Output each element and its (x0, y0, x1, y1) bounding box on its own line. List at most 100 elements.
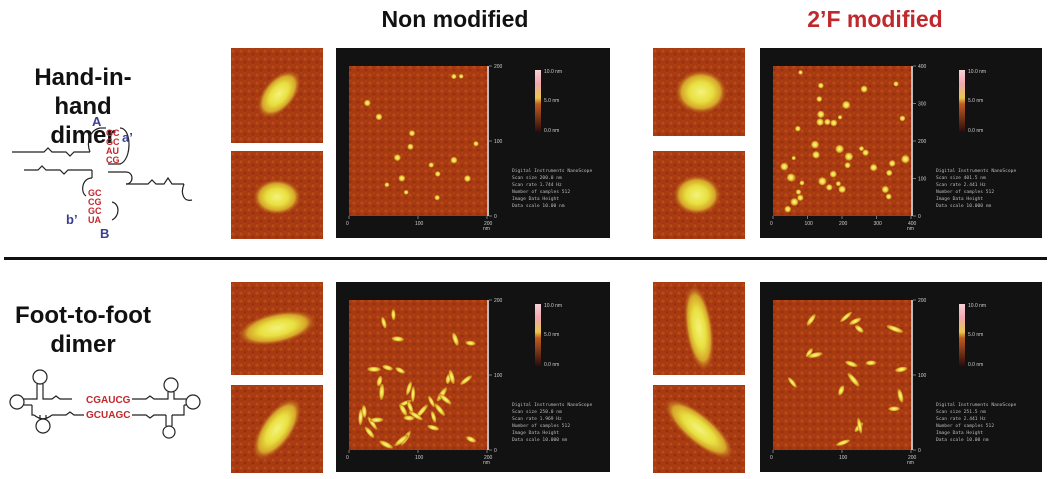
afm-particle (427, 424, 440, 431)
height-scale-bar (535, 304, 541, 366)
afm-particle (826, 184, 833, 191)
scale-bottom-label: 0.0 nm (544, 128, 559, 134)
scan-info-line: Scan size 200.0 nm (512, 175, 562, 181)
axis-unit-label: nm (907, 460, 914, 466)
afm-particle (857, 417, 863, 434)
afm-particle (818, 177, 827, 186)
height-scale-bar (959, 304, 965, 366)
afm-particle (358, 409, 363, 426)
afm-particle (398, 175, 406, 182)
afm-particle (860, 85, 868, 93)
column-header-non-modified: Non modified (381, 6, 529, 32)
afm-particle (409, 130, 415, 137)
scale-top-label: 10.0 nm (544, 69, 562, 75)
x-tick-label: 200 (839, 221, 848, 227)
height-scale-bar (959, 70, 965, 132)
afm-particle (786, 173, 795, 182)
afm-scan-hand-non-modified: 200 100 0 0 100 200 nm 10.0 nm 5.0 nm 0.0 nm… (336, 48, 610, 238)
afm-particle (797, 194, 804, 201)
afm-particle (886, 169, 893, 176)
row-label-foot-to-foot: Foot-to-foot dimer (6, 301, 160, 359)
afm-particle (384, 182, 390, 188)
afm-particle (886, 325, 904, 333)
afm-particles (787, 311, 908, 446)
afm-particle (835, 181, 841, 187)
afm-particle (835, 144, 844, 154)
rna-label-b-prime: b’ (66, 212, 78, 227)
scan-info-line: Data scale 10.00 nm (512, 203, 565, 209)
x-tick-label: 300 (874, 221, 883, 227)
afm-particle (403, 415, 415, 421)
afm-zoom-foot-nm-1 (231, 282, 323, 375)
scan-info-line: Image Data Height (936, 430, 983, 436)
scale-bottom-label: 0.0 nm (968, 128, 983, 134)
x-tick-label: 0 (346, 221, 349, 227)
x-tick-label: 100 (805, 221, 814, 227)
scan-info-line: Digital Instruments NanoScope (512, 402, 592, 408)
rna-upper-pair-3: AU (106, 146, 119, 156)
afm-particle (379, 383, 385, 401)
foot-to-foot-rna-diagram: CGAUCG GCUAGC (9, 369, 201, 439)
afm-particle (411, 386, 416, 403)
afm-particle (367, 416, 378, 430)
afm-particle (408, 410, 423, 421)
afm-zoom-foot-nm-2 (231, 385, 323, 473)
x-tick-label: 200 (484, 221, 493, 227)
scan-info-line: Image Data Height (512, 196, 559, 202)
y-tick-label: 100 (494, 139, 503, 145)
afm-particle (458, 74, 464, 79)
afm-particle (795, 125, 801, 132)
afm-particle (824, 118, 831, 126)
afm-particle (838, 385, 845, 396)
scale-bottom-label: 0.0 nm (544, 362, 559, 368)
row-label-line2: dimer (50, 122, 116, 149)
afm-particle (830, 119, 838, 127)
afm-zoom-foot-f-2 (653, 385, 745, 473)
x-tick-label: 100 (415, 221, 424, 227)
y-tick-label: 200 (494, 64, 503, 70)
y-tick-label: 0 (494, 448, 497, 454)
y-tick-label: 0 (494, 214, 497, 220)
afm-scan-foot-non-modified: 200 100 0 0 100 200 nm 10.0 nm 5.0 nm 0.0 nm… (336, 282, 610, 472)
afm-particle (450, 156, 458, 164)
afm-particle (854, 325, 864, 333)
afm-particle (795, 189, 802, 195)
afm-particles (364, 73, 479, 201)
afm-particle (897, 388, 904, 403)
y-tick-label: 400 (918, 64, 927, 70)
afm-particle (465, 340, 476, 346)
afm-particle (787, 377, 797, 388)
y-tick-label: 100 (918, 177, 927, 183)
afm-particle (817, 110, 825, 118)
rna-label-B: B (100, 226, 109, 241)
y-tick-label: 100 (494, 373, 503, 379)
scan-info-line: Number of samples 512 (936, 189, 994, 195)
afm-particle (836, 439, 850, 446)
afm-particle (847, 372, 860, 387)
afm-particles (358, 309, 477, 449)
x-tick-label: 100 (839, 455, 848, 461)
afm-particle (430, 410, 437, 423)
afm-zoom-foot-f-1 (653, 282, 745, 375)
afm-particle (889, 160, 896, 167)
afm-particle (379, 440, 393, 449)
scan-info-line: Number of samples 512 (512, 423, 570, 429)
afm-particle (818, 82, 824, 89)
afm-particle (394, 434, 409, 447)
scan-info-line: Data scale 10.000 nm (512, 437, 568, 443)
scale-mid-label: 5.0 nm (544, 98, 559, 104)
afm-particle (376, 375, 383, 387)
afm-particle (428, 162, 434, 168)
scan-info-line: Scan rate 2.441 Hz (936, 416, 986, 422)
afm-particle (790, 198, 799, 206)
afm-particle (799, 180, 805, 186)
afm-particle (438, 393, 452, 405)
afm-particle (367, 366, 381, 372)
afm-particle (381, 316, 387, 329)
afm-particle (395, 367, 405, 374)
afm-particle (382, 364, 393, 371)
afm-particle (780, 162, 789, 171)
scale-top-label: 10.0 nm (968, 303, 986, 309)
afm-particle (840, 311, 852, 323)
